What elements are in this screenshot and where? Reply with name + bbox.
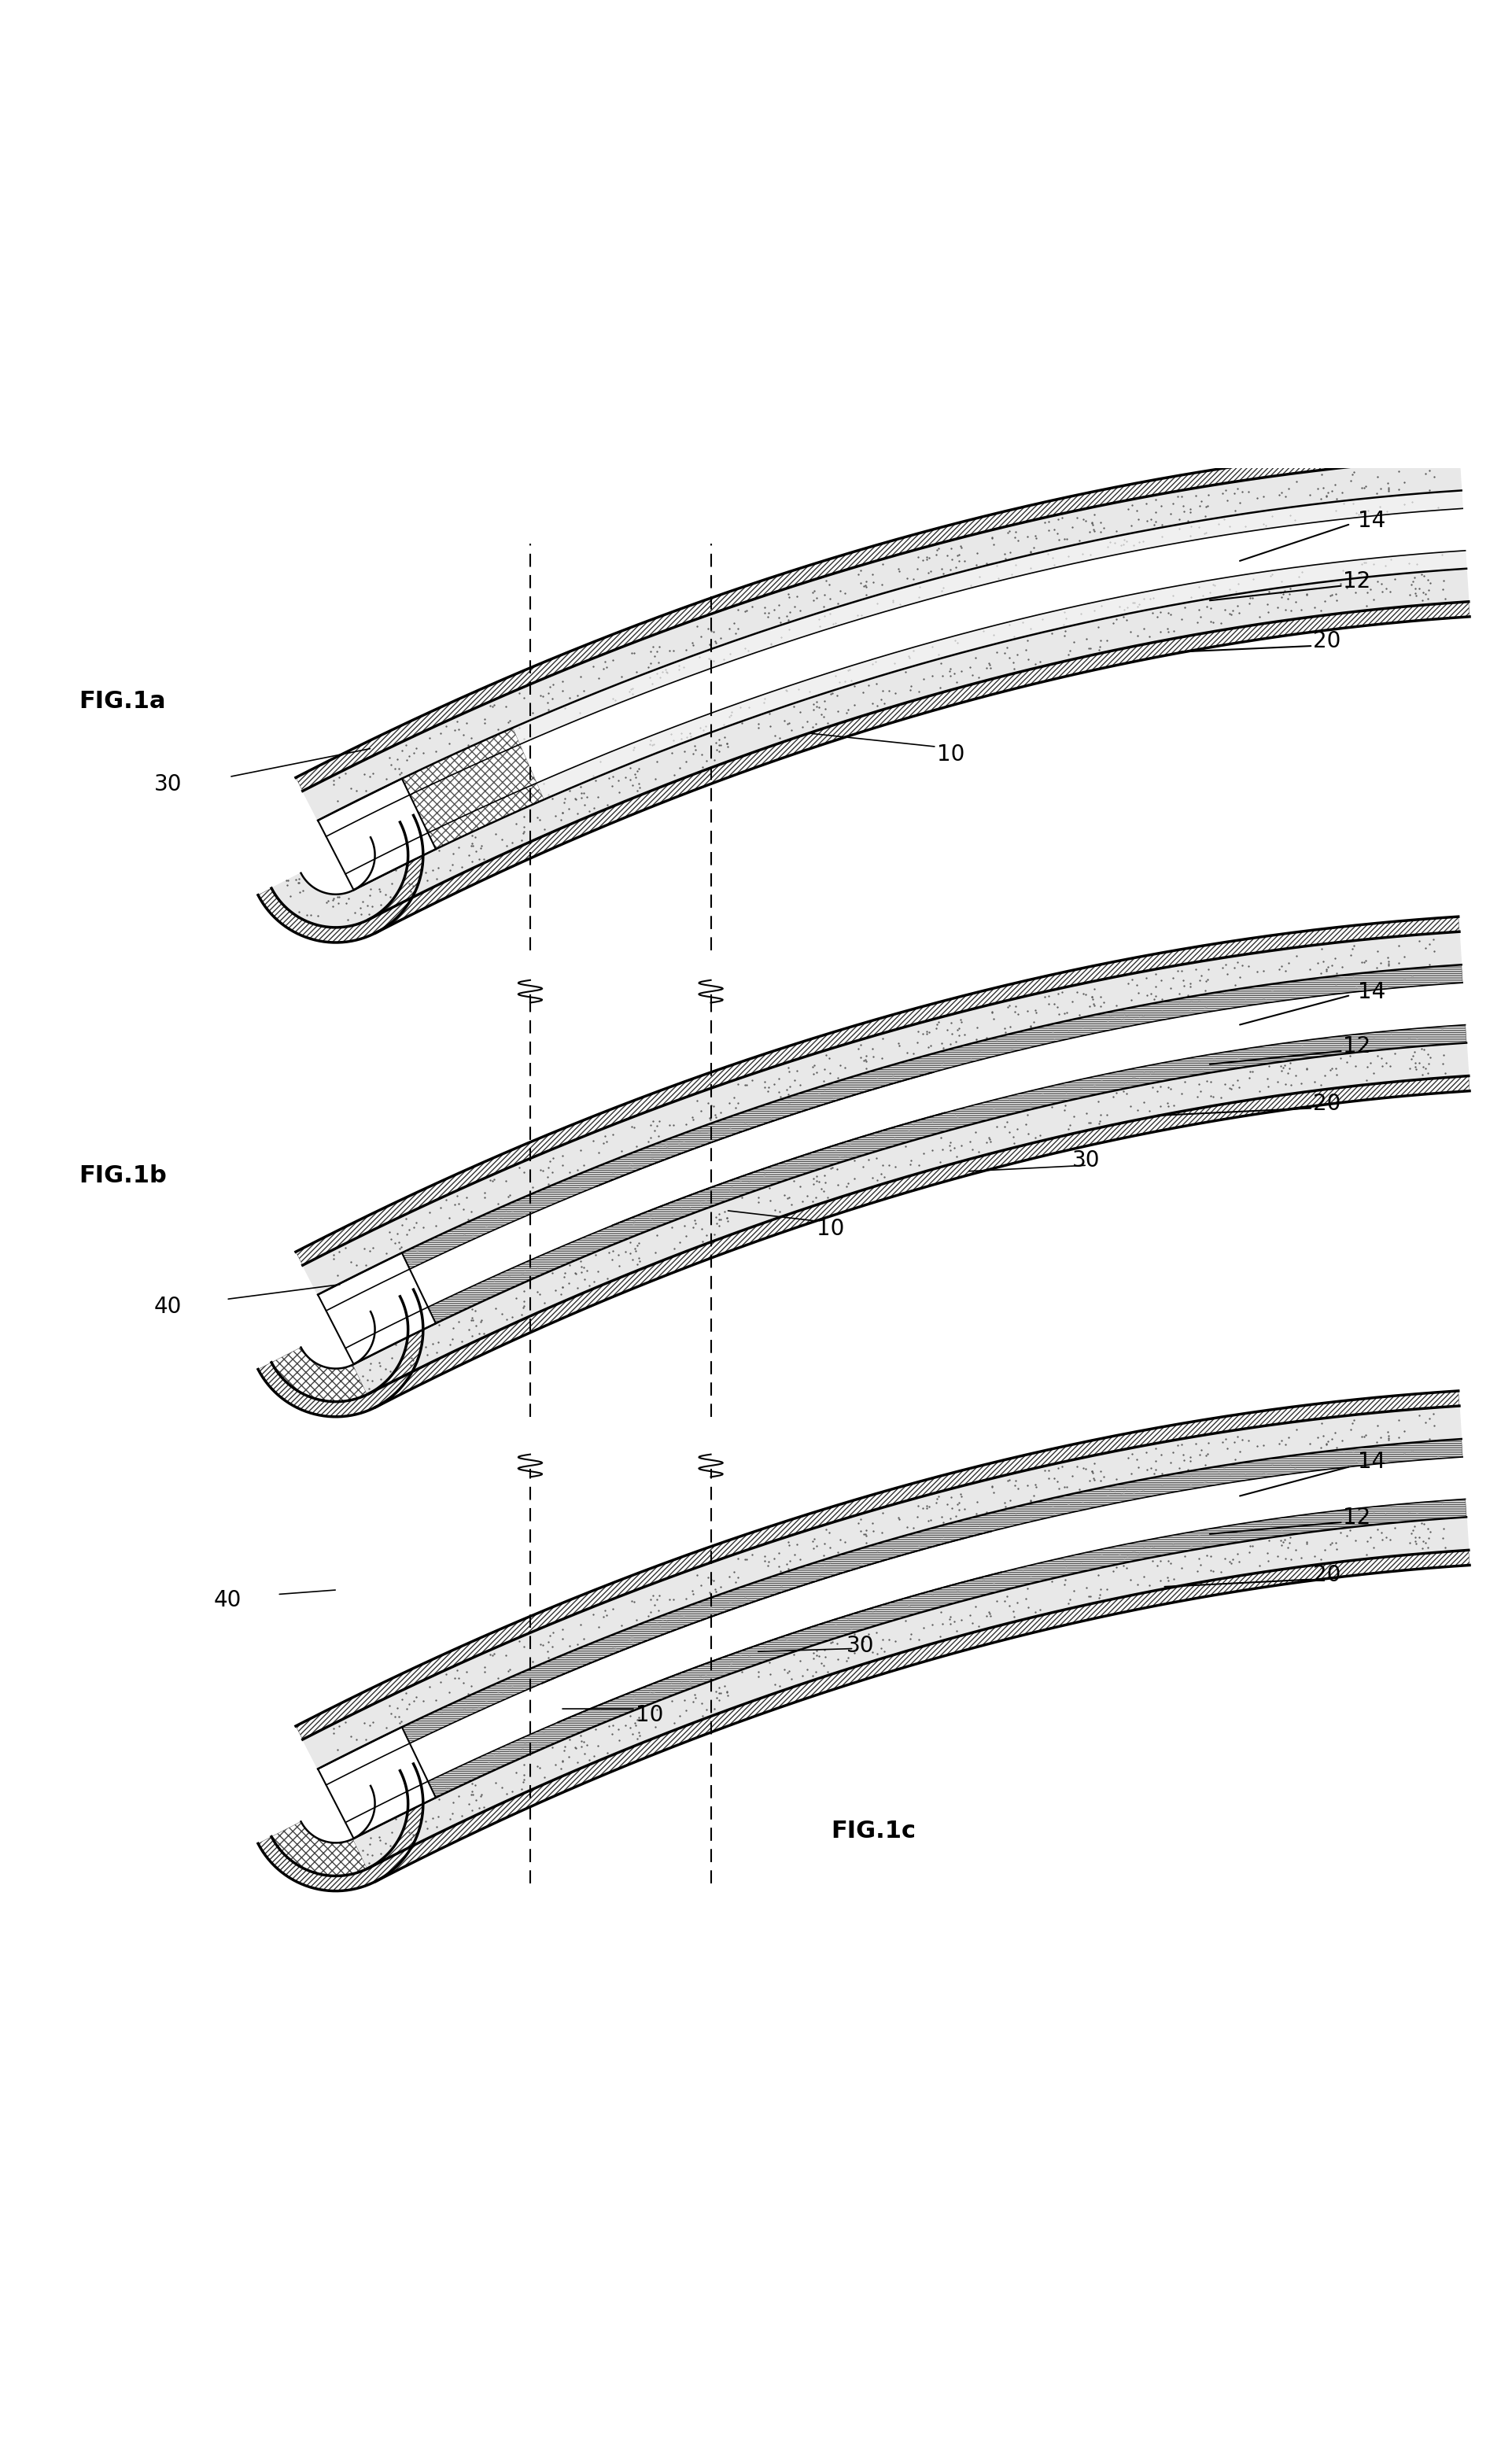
Polygon shape [318,1438,1462,1785]
Polygon shape [318,491,1462,838]
Polygon shape [354,569,1468,921]
Text: FIG.1a: FIG.1a [79,691,165,713]
Polygon shape [301,1294,375,1368]
Polygon shape [301,821,375,894]
Text: 12: 12 [1343,569,1371,591]
Text: 14: 14 [1358,982,1387,1004]
Text: 40: 40 [154,1297,181,1319]
Polygon shape [318,728,544,889]
Polygon shape [301,1768,375,1844]
Polygon shape [296,1392,1459,1739]
Polygon shape [272,1770,408,1875]
Polygon shape [369,601,1470,933]
Text: 30: 30 [847,1634,874,1656]
Text: FIG.1b: FIG.1b [79,1165,166,1187]
Text: FIG.1c: FIG.1c [832,1819,916,1841]
Text: 12: 12 [1343,1035,1371,1057]
Polygon shape [318,779,435,889]
Polygon shape [369,1551,1470,1880]
Text: 30: 30 [154,774,181,796]
Polygon shape [345,1026,1467,1365]
Polygon shape [354,1043,1468,1394]
Text: 14: 14 [1358,1451,1387,1473]
Polygon shape [597,1072,945,1226]
Text: 20: 20 [1312,630,1341,652]
Polygon shape [272,1297,408,1402]
Polygon shape [259,1763,423,1890]
Polygon shape [302,933,1462,1294]
Polygon shape [345,1499,1467,1839]
Polygon shape [272,1822,367,1875]
Text: 30: 30 [1072,1150,1101,1172]
Polygon shape [318,965,1462,1311]
Polygon shape [259,816,423,943]
Text: 10: 10 [816,1219,844,1241]
Text: 20: 20 [1312,1092,1341,1114]
Polygon shape [296,442,1459,791]
Text: 40: 40 [215,1590,242,1612]
Polygon shape [272,1348,367,1402]
Polygon shape [272,823,408,928]
Text: 12: 12 [1343,1507,1371,1529]
Polygon shape [296,916,1459,1265]
Text: 10: 10 [635,1705,664,1726]
Text: 14: 14 [1358,510,1387,532]
Polygon shape [318,1253,435,1365]
Text: 10: 10 [936,742,965,764]
Polygon shape [318,1726,435,1839]
Text: 20: 20 [1312,1563,1341,1585]
Polygon shape [259,1289,423,1416]
Polygon shape [302,1407,1462,1768]
Polygon shape [345,549,1467,889]
Polygon shape [302,457,1462,821]
Polygon shape [369,1077,1470,1407]
Polygon shape [541,1531,1001,1722]
Polygon shape [354,1516,1468,1868]
